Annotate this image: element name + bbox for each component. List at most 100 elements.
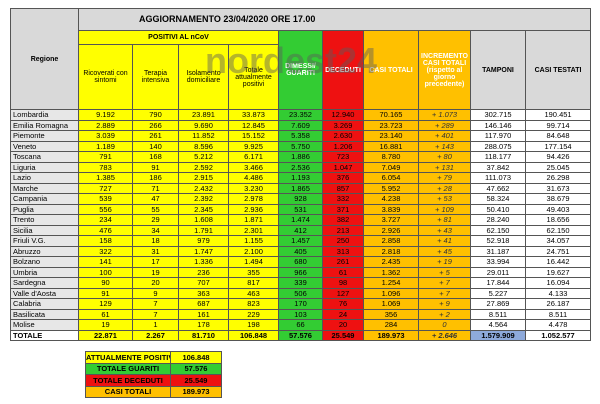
table-cell: 284 bbox=[363, 319, 419, 331]
table-row: Puglia 556 55 2.345 2.936 531 371 3.839 + 109 50.… bbox=[10, 203, 592, 215]
table-cell: + 81 bbox=[418, 214, 471, 226]
table-cell: Lazio bbox=[10, 172, 79, 184]
table-cell: 100 bbox=[78, 266, 133, 278]
table-cell: 158 bbox=[78, 235, 133, 247]
table-cell: + 109 bbox=[418, 203, 471, 215]
col-header: Isolamento domiciliare bbox=[178, 44, 229, 110]
summary-label: ATTUALMENTE POSITIVI bbox=[85, 351, 171, 364]
table-row: Sicilia 476 34 1.791 2.301 412 213 2.926 + 43 62.… bbox=[10, 224, 592, 236]
table-cell: + 79 bbox=[418, 172, 471, 184]
table-cell: 18 bbox=[132, 235, 179, 247]
summary-label: CASI TOTALI bbox=[85, 385, 171, 398]
table-cell: 91 bbox=[78, 287, 133, 299]
table-cell: 146.146 bbox=[470, 119, 526, 131]
summary-row: CASI TOTALI 189.973 bbox=[85, 385, 222, 398]
table-cell: 2.926 bbox=[363, 224, 419, 236]
table-cell: 817 bbox=[228, 277, 279, 289]
table-cell: 12.845 bbox=[228, 119, 279, 131]
table-cell: 118.177 bbox=[470, 151, 526, 163]
table-cell: 4.238 bbox=[363, 193, 419, 205]
table-row: Emilia Romagna 2.889 266 9.690 12.845 7.609 3.… bbox=[10, 119, 592, 131]
summary-label: TOTALE GUARITI bbox=[85, 362, 171, 375]
table-cell: Umbria bbox=[10, 266, 79, 278]
table-cell: 84.648 bbox=[524, 130, 592, 142]
table-row: Liguria 783 91 2.592 3.466 2.536 1.047 7.049 + 1… bbox=[10, 161, 592, 173]
table-cell: 31.187 bbox=[470, 245, 526, 257]
table-cell: 1.336 bbox=[178, 256, 229, 268]
table-cell: + 43 bbox=[418, 224, 471, 236]
table-cell: 25.045 bbox=[524, 161, 592, 173]
table-cell: 1.871 bbox=[228, 214, 279, 226]
table-cell: 47 bbox=[132, 193, 179, 205]
table-cell: 9.192 bbox=[78, 109, 133, 121]
table-cell: 2.432 bbox=[178, 182, 229, 194]
table-cell: 313 bbox=[322, 245, 364, 257]
table-cell: 1.206 bbox=[322, 140, 364, 152]
table-cell: 177.154 bbox=[524, 140, 592, 152]
table-cell: 1.886 bbox=[278, 151, 323, 163]
table-row: Valle d'Aosta 91 9 363 463 506 127 1.096 + 7 5.22… bbox=[10, 287, 592, 299]
table-cell: 2.978 bbox=[228, 193, 279, 205]
table-cell: + 45 bbox=[418, 245, 471, 257]
table-cell: Emilia Romagna bbox=[10, 119, 79, 131]
table-cell: 1.254 bbox=[363, 277, 419, 289]
table-cell: 5.358 bbox=[278, 130, 323, 142]
table-row: Calabria 129 7 687 823 170 76 1.069 + 9 27.869 26.… bbox=[10, 298, 592, 310]
table-cell: 1.865 bbox=[278, 182, 323, 194]
table-cell: + 7 bbox=[418, 277, 471, 289]
table-cell: 23.891 bbox=[178, 109, 229, 121]
table-cell: 27.869 bbox=[470, 298, 526, 310]
table-cell: 363 bbox=[178, 287, 229, 299]
table-cell: 19 bbox=[132, 266, 179, 278]
table-cell: 791 bbox=[78, 151, 133, 163]
table-cell: 3.269 bbox=[322, 119, 364, 131]
table-cell: TOTALE bbox=[10, 329, 79, 341]
table-cell: 7 bbox=[132, 298, 179, 310]
table-cell: 2.267 bbox=[132, 329, 179, 341]
table-cell: 33.873 bbox=[228, 109, 279, 121]
table-cell: 99.714 bbox=[524, 119, 592, 131]
table-cell: 7.609 bbox=[278, 119, 323, 131]
table-cell: 71 bbox=[132, 182, 179, 194]
table-cell: 25.549 bbox=[322, 329, 364, 341]
table-cell: + 9 bbox=[418, 298, 471, 310]
table-cell: 322 bbox=[78, 245, 133, 257]
table-cell: Puglia bbox=[10, 203, 79, 215]
table-cell: 266 bbox=[132, 119, 179, 131]
table-cell: 2.536 bbox=[278, 161, 323, 173]
table-cell: 790 bbox=[132, 109, 179, 121]
table-cell: 62.150 bbox=[470, 224, 526, 236]
table-cell: 3.039 bbox=[78, 130, 133, 142]
table-cell: 405 bbox=[278, 245, 323, 257]
table-cell: 20 bbox=[322, 319, 364, 331]
table-cell: + 1.073 bbox=[418, 109, 471, 121]
table-cell: Friuli V.G. bbox=[10, 235, 79, 247]
table-cell: Bolzano bbox=[10, 256, 79, 268]
table-cell: 1.052.577 bbox=[524, 329, 592, 341]
table-cell: 47.662 bbox=[470, 182, 526, 194]
table-cell: 1.385 bbox=[78, 172, 133, 184]
table-cell: 376 bbox=[322, 172, 364, 184]
table-cell: 823 bbox=[228, 298, 279, 310]
table-cell: Piemonte bbox=[10, 130, 79, 142]
table-cell: 5.212 bbox=[178, 151, 229, 163]
table-cell: Abruzzo bbox=[10, 245, 79, 257]
table-cell: 16.442 bbox=[524, 256, 592, 268]
table-cell: 23.352 bbox=[278, 109, 323, 121]
table-cell: Sicilia bbox=[10, 224, 79, 236]
table-cell: 9.925 bbox=[228, 140, 279, 152]
table-cell: 531 bbox=[278, 203, 323, 215]
covid-table: Regione AGGIORNAMENTO 23/04/2020 ORE 17.0… bbox=[10, 8, 592, 341]
table-cell: 723 bbox=[322, 151, 364, 163]
table-cell: + 80 bbox=[418, 151, 471, 163]
table-cell: 8.596 bbox=[178, 140, 229, 152]
summary-label: TOTALE DECEDUTI bbox=[85, 374, 171, 387]
table-row: Veneto 1.189 140 8.596 9.925 5.750 1.206 16.881… bbox=[10, 140, 592, 152]
table-cell: 19.627 bbox=[524, 266, 592, 278]
table-cell: 31.673 bbox=[524, 182, 592, 194]
table-cell: 26.298 bbox=[524, 172, 592, 184]
table-cell: 2.435 bbox=[363, 256, 419, 268]
col-header: DECEDUTI bbox=[322, 30, 364, 110]
table-cell: 129 bbox=[78, 298, 133, 310]
